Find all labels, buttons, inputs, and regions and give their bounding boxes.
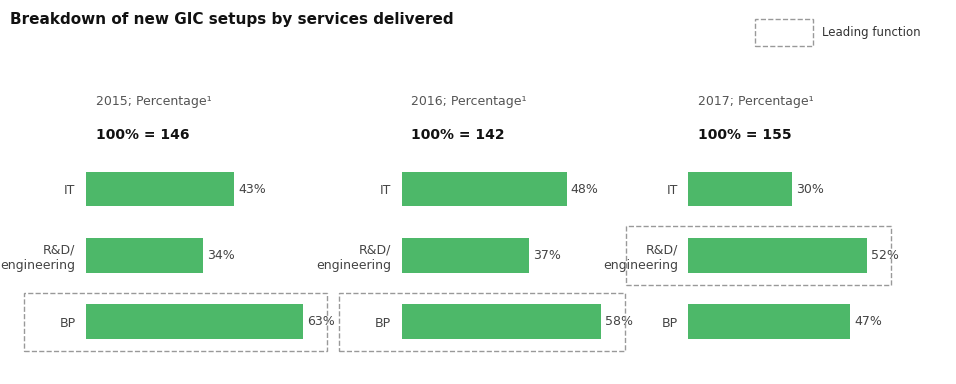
Bar (688, 305, 850, 339)
Text: 34%: 34% (207, 249, 235, 262)
Text: 47%: 47% (855, 315, 882, 328)
Text: 37%: 37% (533, 249, 561, 262)
Text: Breakdown of new GIC setups by services delivered: Breakdown of new GIC setups by services … (10, 12, 453, 26)
Bar (688, 172, 792, 206)
Text: 63%: 63% (307, 315, 335, 328)
Text: 2015; Percentage¹: 2015; Percentage¹ (96, 94, 211, 108)
Text: 100% = 146: 100% = 146 (96, 128, 189, 142)
Text: 100% = 155: 100% = 155 (698, 128, 792, 142)
Bar (402, 305, 601, 339)
Text: 2016; Percentage¹: 2016; Percentage¹ (411, 94, 527, 108)
Text: 43%: 43% (238, 182, 266, 195)
Text: 30%: 30% (795, 182, 823, 195)
Bar (86, 305, 303, 339)
Text: 52%: 52% (872, 249, 900, 262)
Bar (688, 238, 867, 273)
Text: 48%: 48% (571, 182, 598, 195)
Bar (402, 172, 567, 206)
Bar (402, 238, 529, 273)
Bar (86, 172, 234, 206)
Text: 58%: 58% (605, 315, 633, 328)
Text: Leading function: Leading function (822, 26, 921, 39)
Bar (86, 238, 203, 273)
Text: 100% = 142: 100% = 142 (411, 128, 505, 142)
Text: 2017; Percentage¹: 2017; Percentage¹ (698, 94, 814, 108)
